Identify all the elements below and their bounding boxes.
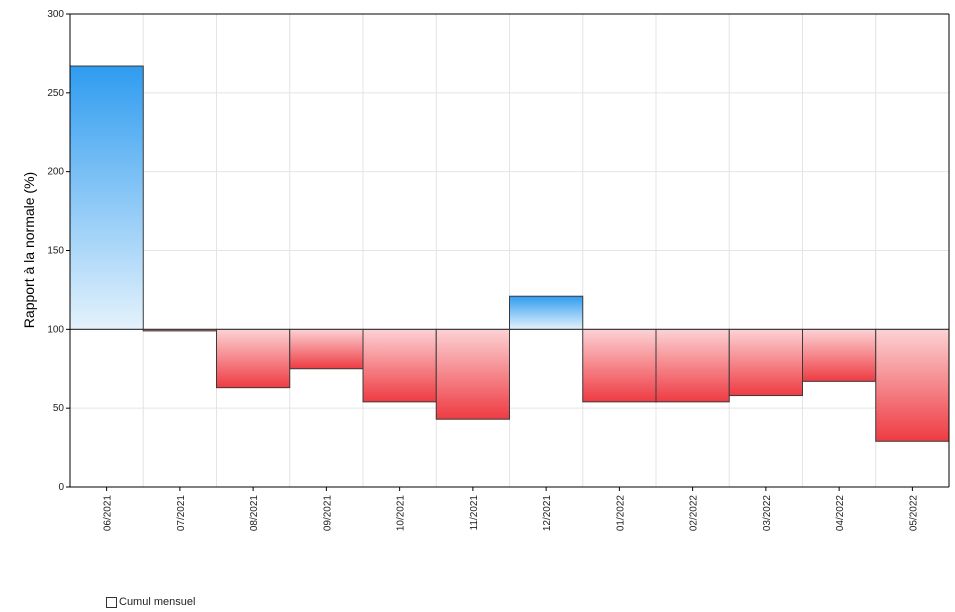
bar xyxy=(509,295,584,330)
x-tick-label: 06/2021 xyxy=(103,495,114,532)
y-tick-label: 200 xyxy=(47,167,64,178)
x-tick-label: 10/2021 xyxy=(396,495,407,532)
y-tick-label: 150 xyxy=(47,246,64,257)
bar xyxy=(69,65,144,330)
x-tick-label: 05/2022 xyxy=(908,495,919,532)
y-tick-label: 300 xyxy=(47,9,64,20)
x-tick-label: 04/2022 xyxy=(835,495,846,532)
x-tick-label: 09/2021 xyxy=(322,495,333,532)
chart-canvas: 0 50 100 150 200 250 300 06/2021 07/2021 08/2021… xyxy=(21,9,950,532)
bar xyxy=(728,328,803,397)
bar-series xyxy=(69,65,950,442)
x-tick-label: 12/2021 xyxy=(542,495,553,532)
bar xyxy=(216,328,291,389)
y-tick-label: 100 xyxy=(47,324,64,335)
x-tick-label: 08/2021 xyxy=(249,495,260,532)
x-tick-label: 07/2021 xyxy=(176,495,187,532)
bar xyxy=(289,328,364,370)
gridlines xyxy=(70,13,949,488)
legend: Cumul mensuel xyxy=(106,596,195,608)
bar xyxy=(435,328,510,420)
x-axis-ticks: 06/2021 07/2021 08/2021 09/2021 10/2021 11/20… xyxy=(103,487,919,532)
y-axis-label: Rapport à la normale (%) xyxy=(21,172,37,328)
bar xyxy=(655,328,730,403)
x-tick-label: 01/2022 xyxy=(615,495,626,532)
x-tick-label: 11/2021 xyxy=(469,495,480,531)
bar xyxy=(875,328,950,442)
y-tick-label: 0 xyxy=(58,482,64,493)
x-tick-label: 03/2022 xyxy=(762,495,773,532)
bar xyxy=(802,328,877,382)
x-tick-label: 02/2022 xyxy=(689,495,700,532)
bar xyxy=(582,328,657,403)
legend-label: Cumul mensuel xyxy=(119,596,196,608)
y-tick-label: 50 xyxy=(53,403,65,414)
legend-swatch xyxy=(106,596,117,608)
y-tick-label: 250 xyxy=(47,88,64,99)
y-axis-ticks: 0 50 100 150 200 250 300 xyxy=(47,9,70,493)
bar xyxy=(362,328,437,403)
